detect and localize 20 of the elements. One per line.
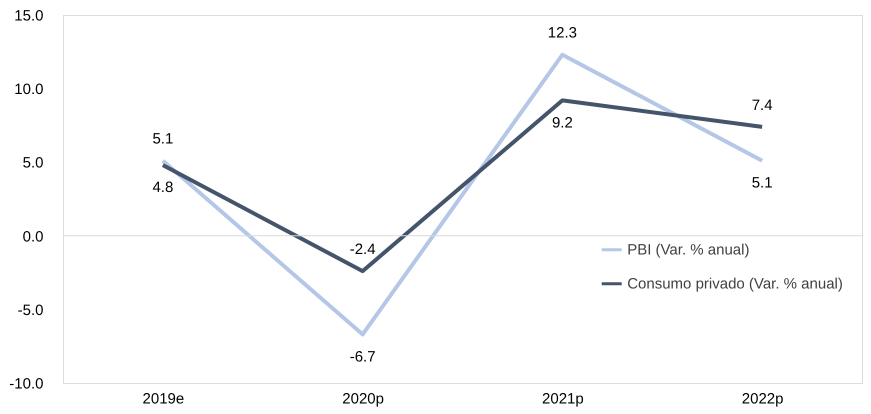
y-tick-label: 5.0 (22, 154, 44, 172)
x-tick-label: 2021p (542, 390, 584, 408)
y-tick-label: -5.0 (18, 302, 44, 319)
data-label: 5.1 (752, 174, 773, 192)
y-tick-label: 10.0 (14, 81, 44, 98)
x-tick-label: 2019e (142, 390, 184, 408)
y-tick-label: 15.0 (14, 8, 44, 24)
data-label: 7.4 (752, 96, 773, 114)
data-label: 5.1 (152, 130, 174, 148)
y-tick-label: -10.0 (9, 376, 44, 392)
data-label: -6.7 (350, 348, 376, 366)
legend-label: PBI (Var. % anual) (627, 242, 750, 259)
legend-label: Consumo privado (Var. % anual) (627, 276, 843, 293)
data-label: 9.2 (552, 114, 573, 132)
x-tick-label: 2022p (742, 390, 784, 408)
data-label: 4.8 (152, 179, 174, 196)
data-label: -2.4 (350, 241, 376, 258)
data-label: 12.3 (548, 24, 577, 42)
y-tick-label: 0.0 (22, 228, 44, 246)
x-tick-label: 2020p (342, 390, 384, 408)
